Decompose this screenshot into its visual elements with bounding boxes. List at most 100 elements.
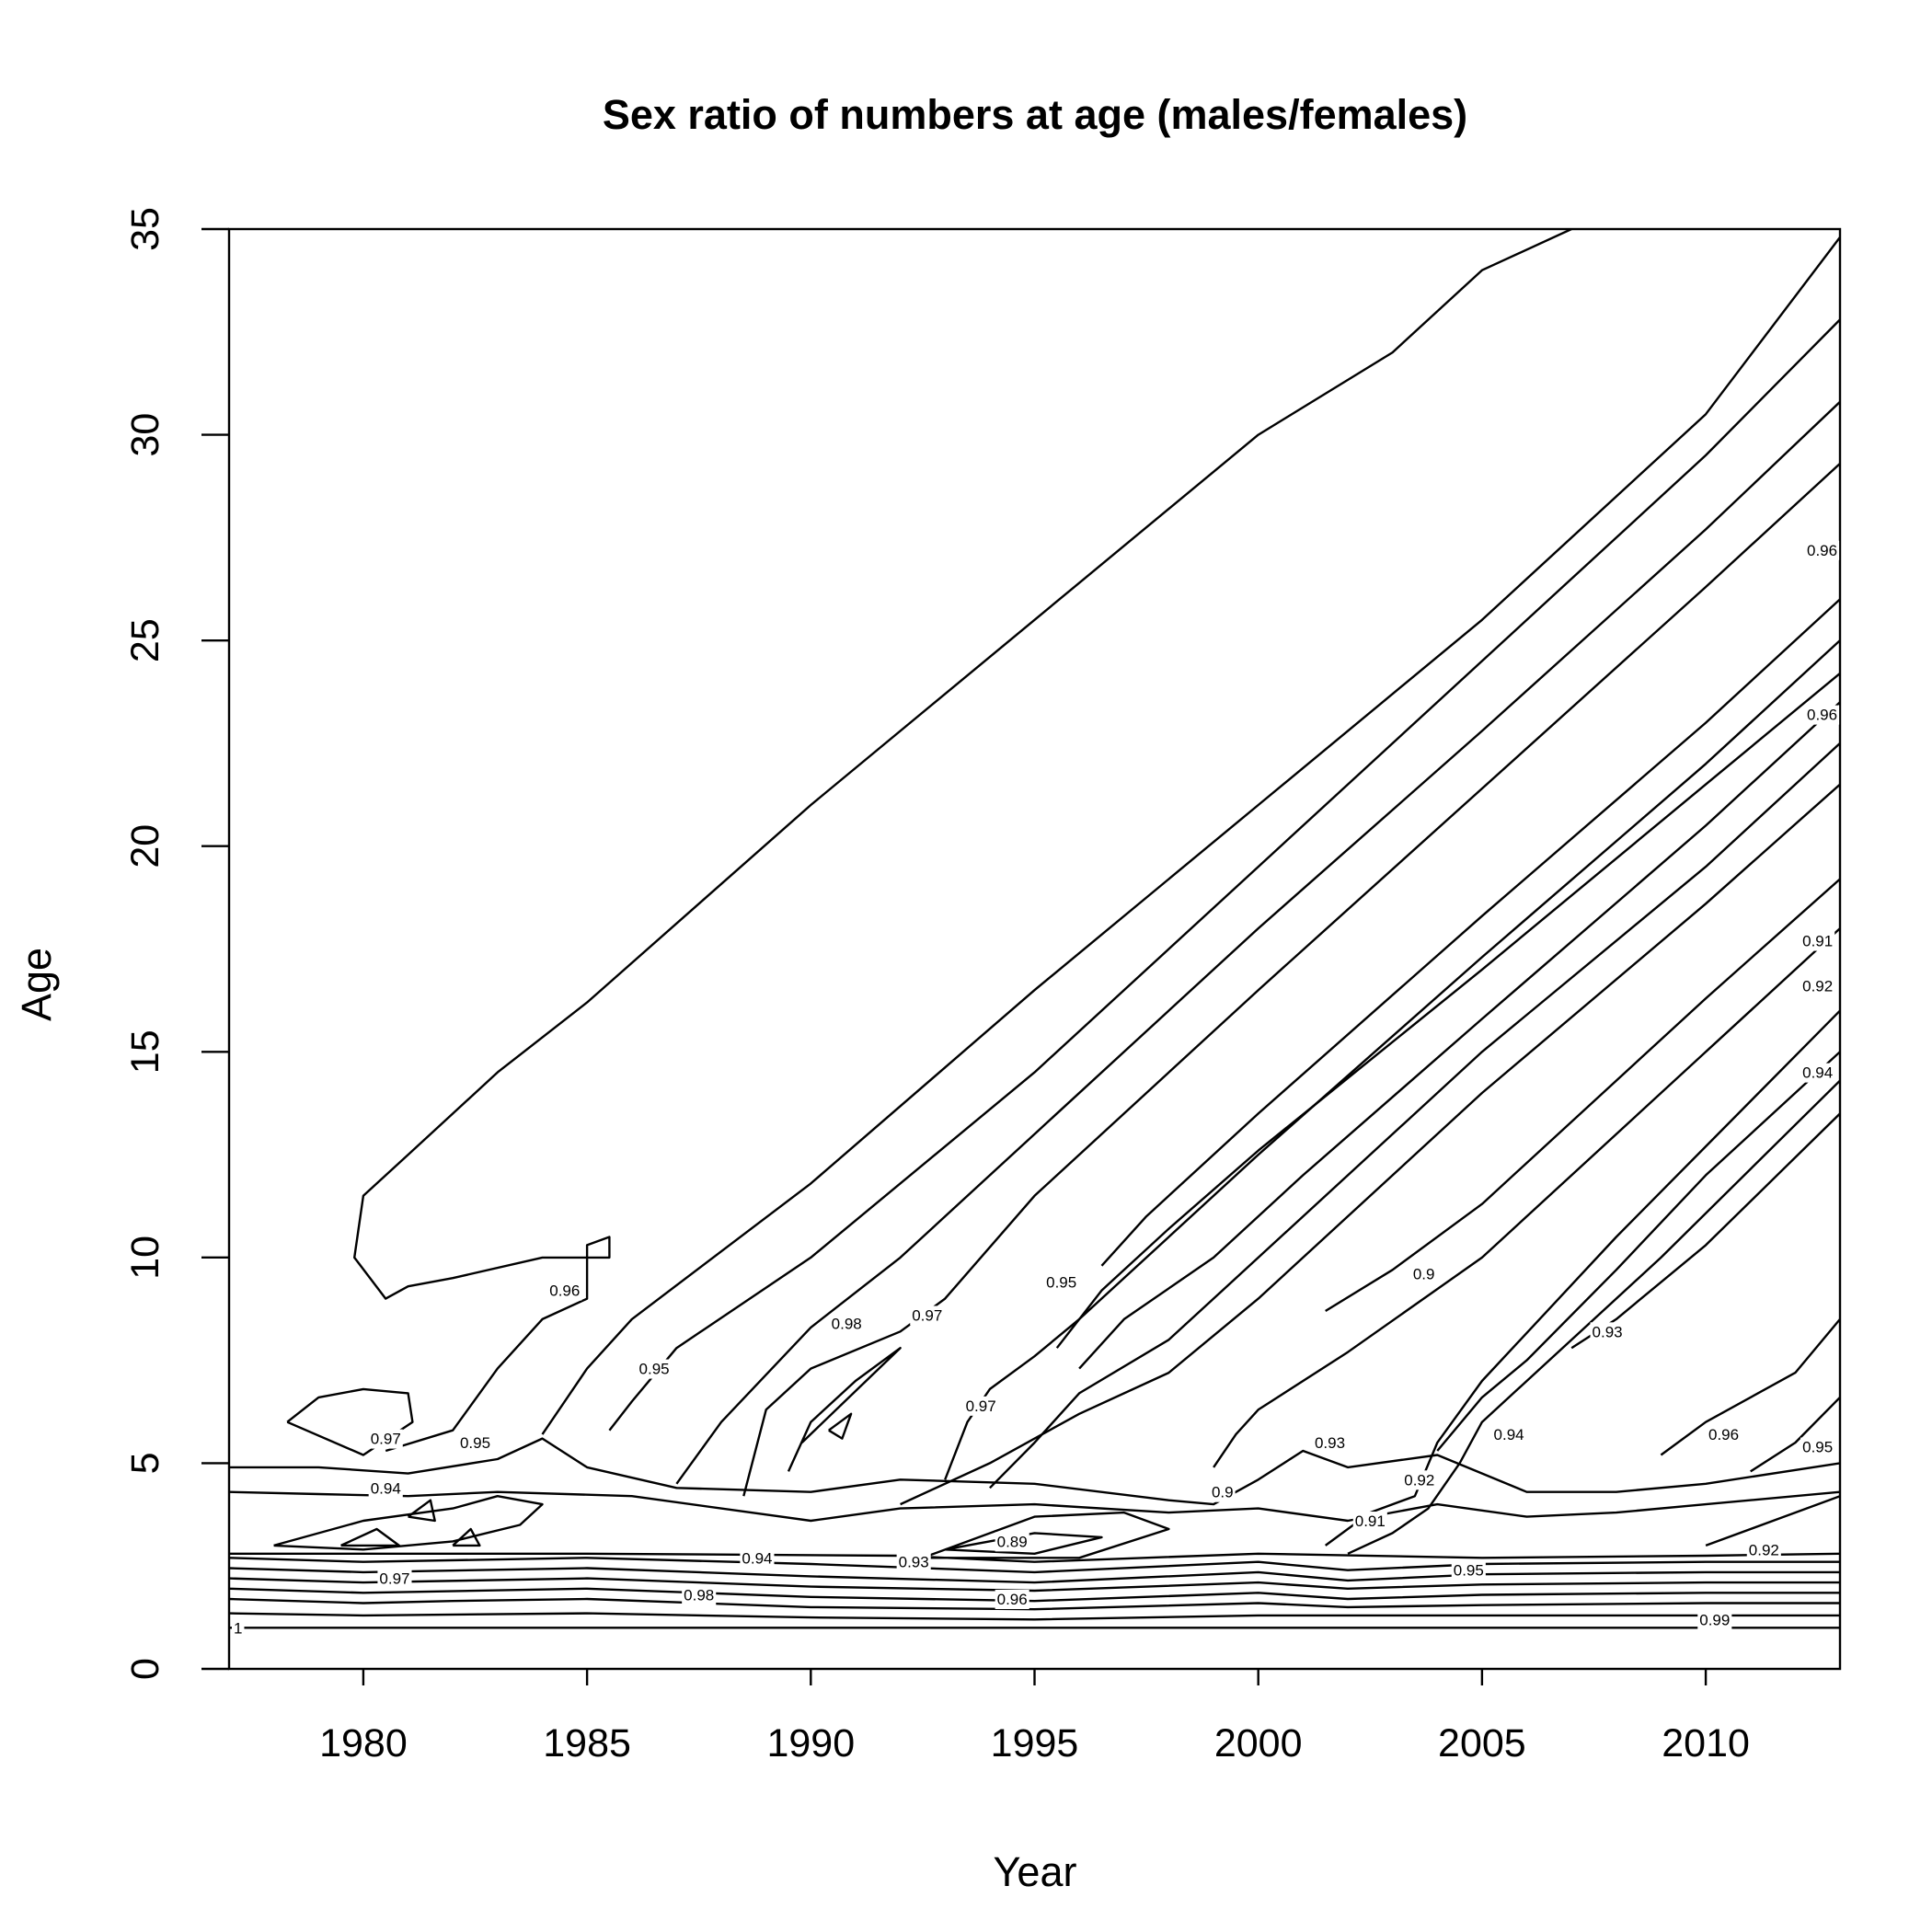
y-tick-label: 30 xyxy=(123,413,167,457)
contour-label-background xyxy=(1800,1437,1835,1457)
contour-line xyxy=(828,1412,853,1440)
contour-line xyxy=(608,318,1840,1432)
contour-label-background xyxy=(1804,540,1840,560)
contour-label-background xyxy=(682,1585,717,1605)
contour-line xyxy=(944,639,1840,1480)
contour-label: 0.91 xyxy=(1355,1512,1386,1530)
contour-label: 0.95 xyxy=(639,1361,670,1378)
contour-label-background xyxy=(896,1552,931,1572)
contour-label: 0.92 xyxy=(1802,978,1833,995)
contour-line xyxy=(1436,1051,1840,1452)
contour-line xyxy=(1750,1397,1840,1473)
contour-label-background xyxy=(1491,1425,1526,1445)
contour-label: 0.96 xyxy=(1807,707,1837,724)
contour-label: 0.96 xyxy=(549,1282,580,1300)
contour-label-background xyxy=(231,1618,245,1639)
contour-label-background xyxy=(963,1396,998,1416)
contour-label-background xyxy=(368,1478,403,1499)
contour-label-background xyxy=(1312,1433,1348,1454)
contour-line xyxy=(229,1612,1840,1621)
contour-label-background xyxy=(829,1314,864,1334)
contour-label-background xyxy=(740,1548,775,1569)
contour-label: 0.93 xyxy=(899,1554,929,1571)
contour-label: 0.9 xyxy=(1413,1266,1435,1283)
contour-label-background xyxy=(1209,1482,1236,1502)
contour-line xyxy=(229,1557,1840,1574)
contour-line xyxy=(286,1387,414,1456)
contour-label-background xyxy=(637,1359,672,1379)
contour-label-background xyxy=(1402,1470,1437,1490)
y-tick-label: 0 xyxy=(123,1658,167,1680)
contour-line xyxy=(229,1587,1840,1603)
contour-label-background xyxy=(368,1429,403,1449)
contour-line xyxy=(229,1567,1840,1584)
y-axis-label: Age xyxy=(13,948,60,1021)
contour-line xyxy=(229,1437,1840,1506)
y-tick-label: 10 xyxy=(123,1236,167,1280)
contour-line xyxy=(1347,1079,1840,1555)
contour-label: 0.92 xyxy=(1404,1471,1434,1489)
contour-label: 0.93 xyxy=(1315,1434,1345,1452)
contour-label: 0.95 xyxy=(1454,1562,1484,1580)
contour-label: 0.94 xyxy=(1802,1064,1833,1082)
contour-label: 0.94 xyxy=(742,1549,772,1567)
contour-label-background xyxy=(1352,1512,1387,1532)
contour-line xyxy=(229,1490,1840,1523)
y-axis: 0 5 10 15 20 25 30 35 xyxy=(123,207,229,1680)
contour-lines xyxy=(229,229,1840,1629)
contour-label-background xyxy=(910,1305,945,1326)
contour-line xyxy=(229,1577,1840,1593)
contour-label-background xyxy=(1800,931,1835,951)
contour-label: 0.95 xyxy=(1802,1439,1833,1456)
contour-line xyxy=(1705,1495,1840,1547)
x-tick-label: 2000 xyxy=(1214,1721,1303,1765)
contour-label-background xyxy=(995,1532,1029,1552)
contour-labels: 1 0.99 0.98 0.97 0.96 0.95 0.94 0.93 0.92 0.89 0.9… xyxy=(231,540,1840,1639)
contour-label: 0.92 xyxy=(1749,1541,1779,1558)
chart-title: Sex ratio of numbers at age (males/femal… xyxy=(603,91,1467,138)
contour-line xyxy=(787,1347,902,1472)
contour-line xyxy=(407,1499,436,1523)
contour-label-background xyxy=(457,1433,493,1454)
contour-label: 0.96 xyxy=(1708,1426,1739,1443)
contour-label-background xyxy=(1044,1272,1079,1293)
contour-line xyxy=(989,742,1840,1489)
contour-label: 0.96 xyxy=(997,1591,1028,1608)
contour-line xyxy=(922,1511,1170,1559)
contour-label-background xyxy=(1804,705,1840,725)
contour-label-background xyxy=(1706,1425,1742,1445)
contour-label: 0.98 xyxy=(684,1587,714,1604)
contour-line xyxy=(1325,878,1840,1313)
y-tick-label: 15 xyxy=(123,1029,167,1074)
y-tick-label: 20 xyxy=(123,824,167,868)
contour-label-background xyxy=(1800,976,1835,996)
contour-line xyxy=(1100,598,1840,1267)
contour-label-background xyxy=(995,1589,1029,1609)
contour-label: 0.97 xyxy=(966,1397,996,1415)
contour-label: 0.97 xyxy=(379,1570,409,1588)
contour-label: 1 xyxy=(234,1619,242,1637)
x-tick-label: 2010 xyxy=(1662,1721,1750,1765)
contour-label-background xyxy=(377,1569,412,1589)
contour-label-background xyxy=(1451,1560,1486,1581)
contour-label-background xyxy=(1590,1322,1625,1342)
contour-label: 0.98 xyxy=(832,1315,862,1332)
contour-label-background xyxy=(1746,1540,1781,1560)
contour-line xyxy=(1078,701,1840,1370)
contour-label-background xyxy=(1697,1610,1732,1630)
y-tick-label: 25 xyxy=(123,618,167,662)
contour-label: 0.97 xyxy=(371,1431,401,1448)
x-tick-label: 1995 xyxy=(991,1721,1079,1765)
y-tick-label: 5 xyxy=(123,1452,167,1474)
contour-line xyxy=(541,236,1840,1435)
x-axis: 1980 1985 1990 1995 2000 2005 2010 xyxy=(319,1669,1750,1765)
contour-line xyxy=(1570,1112,1840,1350)
contour-label: 0.94 xyxy=(371,1479,401,1497)
contour-label: 0.94 xyxy=(1494,1426,1524,1443)
contour-label: 0.9 xyxy=(1212,1484,1234,1501)
contour-label-background xyxy=(1800,1063,1835,1083)
contour-label-background xyxy=(547,1281,582,1301)
contour-line xyxy=(1324,1009,1840,1547)
contour-line xyxy=(900,783,1840,1506)
contour-line xyxy=(340,1527,400,1547)
